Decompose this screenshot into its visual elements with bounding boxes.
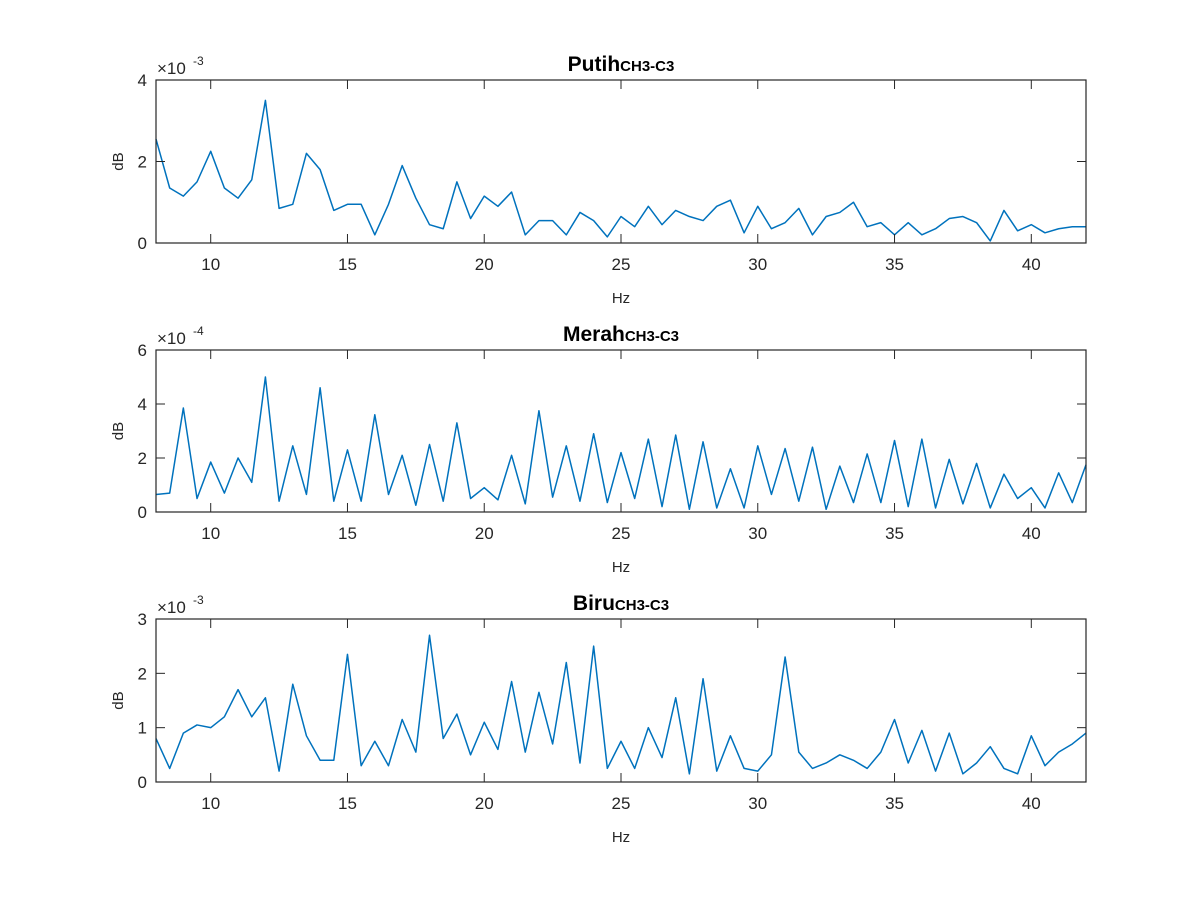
y-tick-label: 2 [138, 449, 147, 468]
y-exponent-label: ×10 [157, 598, 186, 617]
x-tick-label: 30 [748, 794, 767, 813]
x-tick-label: 15 [338, 524, 357, 543]
series-line [155, 634, 1087, 775]
series-line [155, 376, 1087, 511]
chart-title: MerahCH3-C3 [563, 323, 679, 346]
y-axis-label: dB [110, 152, 127, 170]
x-tick-label: 40 [1022, 794, 1041, 813]
x-tick-label: 25 [612, 255, 631, 274]
y-axis-label: dB [110, 422, 127, 440]
y-tick-label: 0 [138, 234, 147, 253]
y-tick-label: 6 [138, 341, 147, 360]
y-exponent-power: -3 [193, 593, 204, 607]
x-axis-label: Hz [612, 829, 630, 846]
x-tick-label: 30 [748, 255, 767, 274]
chart-title-main: Putih [568, 53, 621, 76]
x-tick-label: 15 [338, 794, 357, 813]
chart-title-subscript: CH3-C3 [615, 597, 669, 614]
chart-title: PutihCH3-C3 [568, 53, 675, 76]
x-tick-label: 10 [201, 794, 220, 813]
y-tick-label: 4 [138, 395, 147, 414]
y-tick-label: 1 [138, 719, 147, 738]
y-tick-label: 0 [138, 503, 147, 522]
y-tick-label: 4 [138, 71, 147, 90]
x-tick-label: 20 [475, 524, 494, 543]
x-tick-label: 40 [1022, 255, 1041, 274]
y-exponent-label: ×10 [157, 329, 186, 348]
y-tick-label: 3 [138, 610, 147, 629]
chart-title-subscript: CH3-C3 [620, 58, 674, 75]
series-line [155, 99, 1086, 242]
x-tick-label: 40 [1022, 524, 1041, 543]
y-tick-label: 2 [138, 664, 147, 683]
y-exponent-power: -3 [193, 54, 204, 68]
x-tick-label: 10 [201, 524, 220, 543]
x-tick-label: 25 [612, 524, 631, 543]
chart-title-main: Biru [573, 592, 615, 615]
x-tick-label: 20 [475, 794, 494, 813]
x-tick-label: 35 [885, 255, 904, 274]
x-tick-label: 10 [201, 255, 220, 274]
y-exponent-power: -4 [193, 324, 204, 338]
x-tick-label: 35 [885, 794, 904, 813]
x-axis-label: Hz [612, 290, 630, 307]
y-exponent-label: ×10 [157, 59, 186, 78]
subplot-biru: 10 15 20 25 30 35 40 0 1 2 3 ×10 -3 BiruCH3-C3 Hz dB [110, 592, 1087, 846]
x-tick-label: 25 [612, 794, 631, 813]
x-tick-label: 35 [885, 524, 904, 543]
x-tick-label: 15 [338, 255, 357, 274]
y-axis-label: dB [110, 691, 127, 709]
subplot-merah: 10 15 20 25 30 35 40 0 2 4 6 ×10 -4 MerahCH3-C3 Hz dB [110, 323, 1087, 576]
x-tick-label: 20 [475, 255, 494, 274]
subplot-putih: 10 15 20 25 30 35 40 0 2 4 ×10 -3 PutihCH3-C3 Hz dB [110, 53, 1087, 307]
y-tick-label: 0 [138, 773, 147, 792]
chart-title-subscript: CH3-C3 [625, 328, 679, 345]
y-tick-label: 2 [138, 153, 147, 172]
chart-title: BiruCH3-C3 [573, 592, 669, 615]
x-tick-label: 30 [748, 524, 767, 543]
chart-title-main: Merah [563, 323, 625, 346]
x-axis-label: Hz [612, 559, 630, 576]
